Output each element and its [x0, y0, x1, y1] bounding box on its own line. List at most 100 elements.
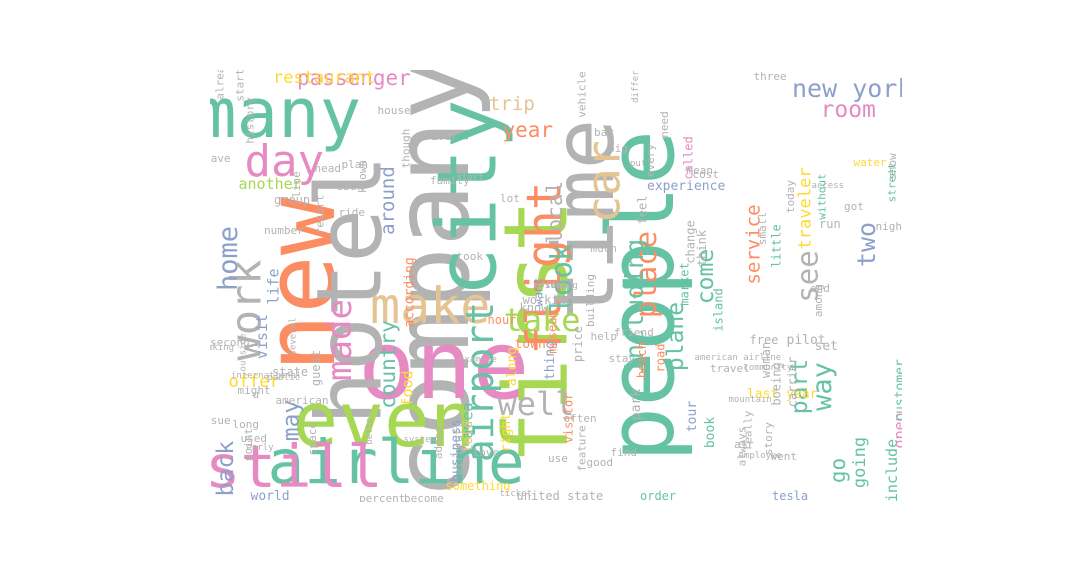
word-early: early — [246, 442, 274, 453]
word-cost: cost — [692, 167, 720, 181]
word-space: space — [305, 421, 319, 455]
word-story: story — [761, 421, 775, 455]
word-often: often — [563, 411, 597, 425]
word-second: second — [210, 335, 250, 349]
word-line: line — [289, 170, 303, 198]
word-year: year — [502, 117, 554, 142]
word-percent: percent — [359, 491, 406, 503]
word-water: water — [853, 155, 887, 169]
word-home: home — [212, 225, 244, 291]
word-customer: customer — [892, 358, 902, 422]
word-run: run — [819, 217, 841, 231]
word-new-york: new york — [792, 73, 902, 103]
word-trip: trip — [489, 92, 535, 115]
word-tour: tour — [684, 400, 700, 432]
word-took: took — [456, 249, 484, 263]
word-much: much — [590, 241, 618, 255]
word-tesla: tesla — [772, 489, 809, 502]
word-according: according — [402, 256, 418, 328]
word-hour: hour — [487, 313, 517, 327]
word-offer: offer — [228, 371, 280, 392]
word-got: got — [844, 199, 864, 213]
word-order: order — [640, 489, 677, 502]
word-offering: offering — [534, 280, 578, 291]
word-think: think — [695, 229, 710, 267]
word-free: free — [749, 333, 779, 347]
word-working: working — [522, 293, 574, 307]
word-plan: plan — [341, 157, 369, 171]
word-history: history — [243, 96, 257, 144]
word-international: international — [231, 370, 302, 381]
word-put: put — [630, 158, 647, 169]
word-pilot: pilot — [786, 332, 826, 348]
word-three: three — [753, 70, 787, 83]
word-mean: mean — [686, 163, 714, 177]
word-mountain: mountain — [728, 394, 772, 405]
word-city: city — [420, 99, 516, 297]
word-food: food — [398, 369, 417, 407]
word-stop: stop — [545, 280, 567, 291]
word-need: need — [657, 110, 671, 138]
word-airline: airline — [267, 426, 525, 498]
word-back: back — [212, 440, 239, 496]
word-building: building — [583, 273, 597, 327]
word-uber: uber — [336, 179, 364, 193]
word-show: show — [885, 152, 899, 180]
word-house: house — [377, 103, 411, 117]
word-group: group — [274, 193, 311, 207]
word-cloud: company new one people hotel first time city eve… — [210, 70, 902, 502]
word-though: though — [399, 128, 413, 168]
word-better: better — [364, 411, 375, 445]
word-experience: experience — [647, 178, 726, 194]
word-might: might — [237, 383, 271, 397]
word-vehicle: vehicle — [575, 70, 589, 118]
word-end: end — [810, 281, 830, 295]
word-community: community — [743, 362, 793, 373]
word-outside: outside — [238, 333, 249, 371]
word-love: love — [472, 445, 500, 459]
word-u: u — [252, 387, 260, 401]
word-last-year: last year — [747, 386, 818, 402]
word-find: find — [610, 445, 638, 459]
word-traveler: traveler — [795, 167, 816, 249]
word-family: family — [430, 173, 470, 187]
word-become: become — [404, 491, 444, 503]
word-used: used — [240, 431, 268, 445]
word-use: use — [548, 451, 568, 465]
word-without: without — [815, 172, 829, 220]
word-several: several — [288, 317, 299, 355]
word-something: something — [445, 479, 511, 493]
word-american-airline: american airline — [694, 352, 782, 363]
word-another: another — [238, 174, 302, 193]
word-access: access — [811, 180, 845, 191]
word-around: around — [376, 165, 399, 235]
word-book: book — [702, 416, 718, 448]
word-help: help — [590, 329, 618, 343]
word-ticket: ticket — [499, 488, 533, 499]
word-number: number — [264, 223, 304, 237]
word-big: big — [608, 141, 628, 155]
word-road: road — [652, 343, 667, 373]
word-country: country — [375, 319, 400, 409]
word-issue: issue — [210, 413, 231, 427]
word-right: right — [498, 412, 514, 452]
word-one: one — [358, 310, 530, 421]
word-bar: bar — [594, 125, 614, 139]
word-good: good — [586, 455, 614, 469]
word-price: price — [571, 325, 586, 363]
word-american: american — [275, 393, 329, 407]
word-museum: museum — [545, 310, 560, 354]
word-along: along — [504, 346, 520, 386]
word-made: made — [319, 299, 360, 381]
word-today: today — [783, 179, 797, 213]
word-head: head — [314, 161, 342, 175]
word-day: day — [244, 136, 324, 187]
word-feature: feature — [575, 424, 589, 472]
word-public: public — [267, 372, 301, 383]
word-park: park — [628, 388, 644, 420]
word-different: different — [630, 70, 641, 103]
word-still: still — [210, 431, 383, 501]
word-friend: friend — [614, 325, 654, 339]
word-go: go — [825, 457, 850, 483]
word-night: night — [875, 219, 903, 233]
